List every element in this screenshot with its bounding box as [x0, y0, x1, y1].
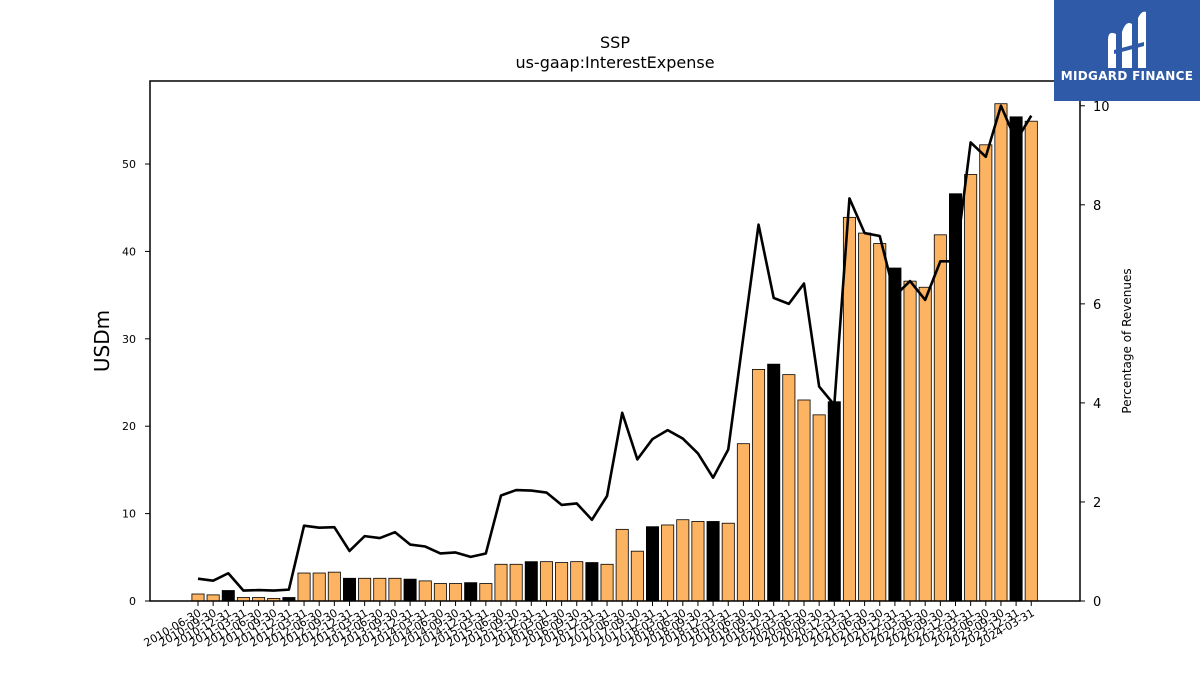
bar — [297, 572, 311, 602]
y-tick-label: 40 — [122, 245, 136, 258]
bar — [570, 561, 584, 602]
bar — [888, 267, 902, 602]
bar — [767, 363, 781, 602]
plot-frame — [149, 80, 1081, 602]
bar — [221, 590, 235, 602]
bar — [433, 583, 447, 602]
bar — [706, 521, 720, 602]
bar — [903, 280, 917, 602]
bar — [661, 524, 675, 602]
bar — [585, 562, 599, 602]
y-tick-label-right: 4 — [1093, 397, 1101, 412]
y-tick-label-right: 6 — [1093, 298, 1101, 313]
bar — [812, 414, 826, 602]
logo-text: MIDGARD FINANCE — [1060, 69, 1194, 83]
y-axis-label: USDm — [90, 310, 114, 372]
bars-group — [191, 103, 1038, 602]
bar — [979, 144, 993, 602]
bar — [191, 593, 205, 602]
bar — [1009, 116, 1023, 602]
chart-title: SSP — [600, 33, 630, 52]
percentage-line — [197, 104, 1033, 592]
y-axis-label-right: Percentage of Revenues — [1120, 268, 1134, 413]
bar — [206, 594, 220, 602]
bar — [736, 443, 750, 602]
line-layer — [197, 104, 1033, 592]
y-tick-label: 20 — [122, 420, 136, 433]
right-axis: 0 2 4 6 8 10 — [1080, 100, 1110, 610]
bar — [752, 368, 766, 602]
bar — [403, 578, 417, 602]
y-tick-label: 30 — [122, 333, 136, 346]
bar — [479, 583, 493, 602]
bar — [691, 521, 705, 602]
y-tick-label: 0 — [129, 595, 136, 608]
y-tick-label-right: 10 — [1093, 100, 1110, 115]
bar — [494, 563, 508, 602]
bar — [721, 522, 735, 602]
midgard-finance-logo: MIDGARD FINANCE — [1054, 0, 1200, 101]
bar — [858, 232, 872, 602]
bar — [646, 526, 660, 602]
bar — [464, 582, 478, 602]
y-tick-label: 10 — [122, 508, 136, 521]
bar — [615, 528, 629, 602]
bar — [873, 243, 887, 602]
bar — [842, 216, 856, 602]
bar — [994, 103, 1008, 602]
bar — [555, 562, 569, 602]
bar — [449, 583, 463, 602]
bar — [418, 580, 432, 602]
bar — [782, 374, 796, 602]
bar — [964, 174, 978, 602]
bar — [342, 577, 356, 602]
bar — [933, 234, 947, 602]
bar — [1024, 120, 1038, 602]
bar — [524, 561, 538, 602]
bar — [539, 561, 553, 602]
bar — [373, 577, 387, 602]
y-tick-label-right: 2 — [1093, 496, 1101, 511]
bar — [327, 571, 341, 602]
bar — [630, 550, 644, 602]
bar — [797, 399, 811, 602]
bar — [388, 577, 402, 602]
bar — [676, 519, 690, 602]
x-axis: 2010-06-302010-09-302010-12-312011-03-31… — [142, 601, 1037, 650]
left-axis: 0 10 20 30 40 50 — [122, 158, 150, 608]
bar — [600, 563, 614, 602]
y-tick-label: 50 — [122, 158, 136, 171]
bar — [312, 572, 326, 602]
y-tick-label-right: 0 — [1093, 595, 1101, 610]
logo-mark-icon — [1108, 11, 1146, 69]
bar — [509, 563, 523, 602]
chart-subtitle: us-gaap:InterestExpense — [515, 53, 714, 72]
bar — [918, 286, 932, 602]
bar — [827, 401, 841, 602]
y-tick-label-right: 8 — [1093, 199, 1101, 214]
bar — [358, 577, 372, 602]
